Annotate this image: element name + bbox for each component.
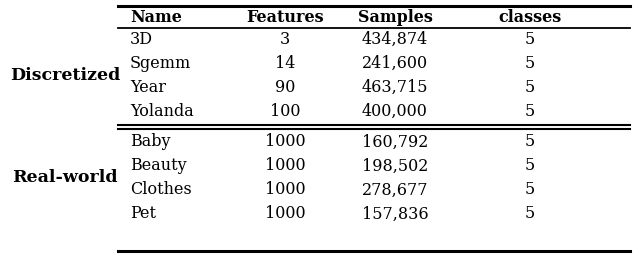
Text: Year: Year: [130, 78, 166, 96]
Text: 160,792: 160,792: [362, 133, 428, 151]
Text: Real-world: Real-world: [12, 170, 118, 187]
Text: Pet: Pet: [130, 206, 156, 223]
Text: 1000: 1000: [265, 181, 305, 198]
Text: Sgemm: Sgemm: [130, 54, 191, 71]
Text: 434,874: 434,874: [362, 31, 428, 48]
Text: Discretized: Discretized: [10, 67, 120, 84]
Text: 198,502: 198,502: [362, 158, 428, 175]
Text: 14: 14: [275, 54, 295, 71]
Text: 5: 5: [525, 78, 535, 96]
Text: 3D: 3D: [130, 31, 153, 48]
Text: 5: 5: [525, 31, 535, 48]
Text: 1000: 1000: [265, 158, 305, 175]
Text: 5: 5: [525, 181, 535, 198]
Text: Samples: Samples: [358, 8, 433, 25]
Text: 241,600: 241,600: [362, 54, 428, 71]
Text: 400,000: 400,000: [362, 103, 428, 120]
Text: 90: 90: [275, 78, 295, 96]
Text: 100: 100: [269, 103, 300, 120]
Text: classes: classes: [499, 8, 562, 25]
Text: Name: Name: [130, 8, 182, 25]
Text: Clothes: Clothes: [130, 181, 192, 198]
Text: 1000: 1000: [265, 133, 305, 151]
Text: 3: 3: [280, 31, 290, 48]
Text: Beauty: Beauty: [130, 158, 187, 175]
Text: 5: 5: [525, 206, 535, 223]
Text: 157,836: 157,836: [362, 206, 428, 223]
Text: 278,677: 278,677: [362, 181, 428, 198]
Text: Yolanda: Yolanda: [130, 103, 194, 120]
Text: 5: 5: [525, 158, 535, 175]
Text: Baby: Baby: [130, 133, 170, 151]
Text: 5: 5: [525, 54, 535, 71]
Text: Features: Features: [246, 8, 324, 25]
Text: 463,715: 463,715: [362, 78, 428, 96]
Text: 5: 5: [525, 103, 535, 120]
Text: 5: 5: [525, 133, 535, 151]
Text: 1000: 1000: [265, 206, 305, 223]
